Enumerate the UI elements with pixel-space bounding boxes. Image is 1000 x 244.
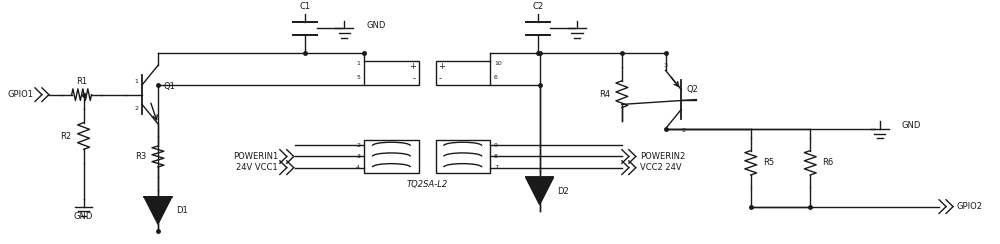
Text: -: - xyxy=(413,75,416,84)
Text: 5: 5 xyxy=(356,75,360,80)
Text: 2: 2 xyxy=(356,143,360,148)
Text: 3: 3 xyxy=(663,63,667,68)
Text: POWERIN2: POWERIN2 xyxy=(640,152,685,161)
Text: GPIO1: GPIO1 xyxy=(7,90,33,99)
Text: VCC2 24V: VCC2 24V xyxy=(640,163,681,172)
Text: C2: C2 xyxy=(532,2,543,10)
Text: R5: R5 xyxy=(763,158,774,167)
Bar xyxy=(436,61,490,85)
Text: Q1: Q1 xyxy=(164,82,176,92)
Text: 7: 7 xyxy=(494,165,498,170)
Text: 2: 2 xyxy=(134,106,138,111)
Text: GND: GND xyxy=(901,121,921,130)
Text: D2: D2 xyxy=(557,186,569,195)
Bar xyxy=(364,140,419,173)
Text: GND: GND xyxy=(366,21,385,30)
Text: R1: R1 xyxy=(76,77,87,86)
Text: Q2: Q2 xyxy=(686,85,698,94)
Text: R3: R3 xyxy=(135,152,146,161)
Text: D1: D1 xyxy=(176,206,188,215)
Text: 3: 3 xyxy=(356,154,360,159)
Polygon shape xyxy=(526,177,553,205)
Text: R4: R4 xyxy=(599,90,610,99)
Text: 9: 9 xyxy=(494,143,498,148)
Text: +: + xyxy=(409,62,416,71)
Text: -: - xyxy=(438,75,441,84)
Text: 2: 2 xyxy=(681,128,685,133)
Text: 8: 8 xyxy=(494,154,498,159)
Text: GND: GND xyxy=(74,212,93,221)
Bar xyxy=(364,61,419,85)
Text: 6: 6 xyxy=(494,75,498,80)
Text: 1: 1 xyxy=(134,79,138,83)
Text: 4: 4 xyxy=(356,165,360,170)
Text: GPIO2: GPIO2 xyxy=(957,202,983,211)
Text: R6: R6 xyxy=(822,158,833,167)
Text: TQ2SA-L2: TQ2SA-L2 xyxy=(406,180,448,189)
Bar xyxy=(436,140,490,173)
Text: 10: 10 xyxy=(494,61,502,66)
Text: POWERIN1: POWERIN1 xyxy=(233,152,278,161)
Text: C1: C1 xyxy=(299,2,310,10)
Text: 1: 1 xyxy=(356,61,360,66)
Text: +: + xyxy=(438,62,445,71)
Text: 24V VCC1: 24V VCC1 xyxy=(236,163,278,172)
Text: R2: R2 xyxy=(61,132,72,141)
Polygon shape xyxy=(144,197,172,224)
